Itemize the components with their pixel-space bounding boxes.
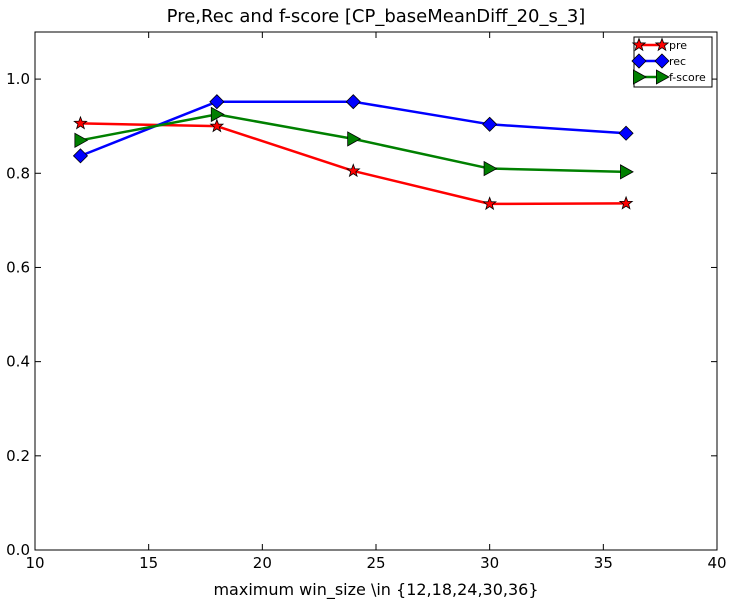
- data-point-rec: [345, 94, 361, 110]
- plot-frame: [34, 31, 718, 551]
- x-tick-label: 30: [480, 554, 499, 572]
- y-tick-label: 0.2: [6, 447, 30, 465]
- legend-item-pre: pre: [631, 37, 687, 52]
- data-point-pre: [209, 118, 225, 133]
- y-tick-label: 0.6: [6, 258, 30, 276]
- legend-label: f-score: [669, 71, 706, 84]
- data-point-pre: [345, 163, 361, 178]
- data-point-pre: [618, 195, 634, 210]
- data-point-f-score: [483, 160, 498, 177]
- legend: pre rec f-score: [631, 36, 713, 88]
- x-tick-label: 40: [707, 554, 726, 572]
- data-point-rec: [72, 148, 89, 164]
- legend-marker: [654, 53, 670, 69]
- chart-title: Pre,Rec and f-score [CP_baseMeanDiff_20_…: [167, 6, 586, 27]
- data-point-rec: [209, 94, 225, 110]
- series-line-rec: [80, 100, 627, 158]
- x-tick-label: 25: [366, 554, 385, 572]
- legend-label: rec: [669, 55, 686, 68]
- series-f-score: [74, 106, 634, 180]
- legend-marker: [656, 69, 670, 85]
- data-point-rec: [618, 125, 634, 141]
- data-point-pre: [482, 196, 497, 211]
- x-tick-label: 15: [139, 554, 158, 572]
- data-point-pre: [73, 115, 88, 130]
- data-point-f-score: [210, 106, 225, 123]
- series-rec: [72, 94, 634, 164]
- data-point-rec: [482, 116, 498, 132]
- legend-marker: [633, 69, 647, 85]
- series-pre: [73, 115, 634, 211]
- y-tick-label: 1.0: [6, 70, 30, 88]
- data-point-f-score: [620, 164, 634, 180]
- legend-marker: [631, 37, 647, 52]
- data-point-f-score: [347, 131, 362, 147]
- y-tick-label: 0.8: [6, 164, 30, 182]
- legend-marker: [631, 53, 647, 69]
- x-tick-label: 10: [25, 554, 44, 572]
- x-tick-label: 35: [594, 554, 613, 572]
- y-tick-label: 0.0: [6, 541, 30, 559]
- plot-area: 10 15 20 25 30 35 40 0.0 0.2 0.4 0.6 0.8 1.0 pre rec f-…: [6, 31, 727, 572]
- data-point-f-score: [74, 132, 89, 148]
- legend-marker: [654, 37, 670, 52]
- x-tick-label: 20: [253, 554, 272, 572]
- legend-item-f-score: f-score: [633, 69, 706, 85]
- y-tick-label: 0.4: [6, 353, 30, 371]
- x-axis-label: maximum win_size \in {12,18,24,30,36}: [213, 580, 538, 600]
- legend-item-rec: rec: [631, 53, 686, 69]
- legend-label: pre: [669, 39, 687, 52]
